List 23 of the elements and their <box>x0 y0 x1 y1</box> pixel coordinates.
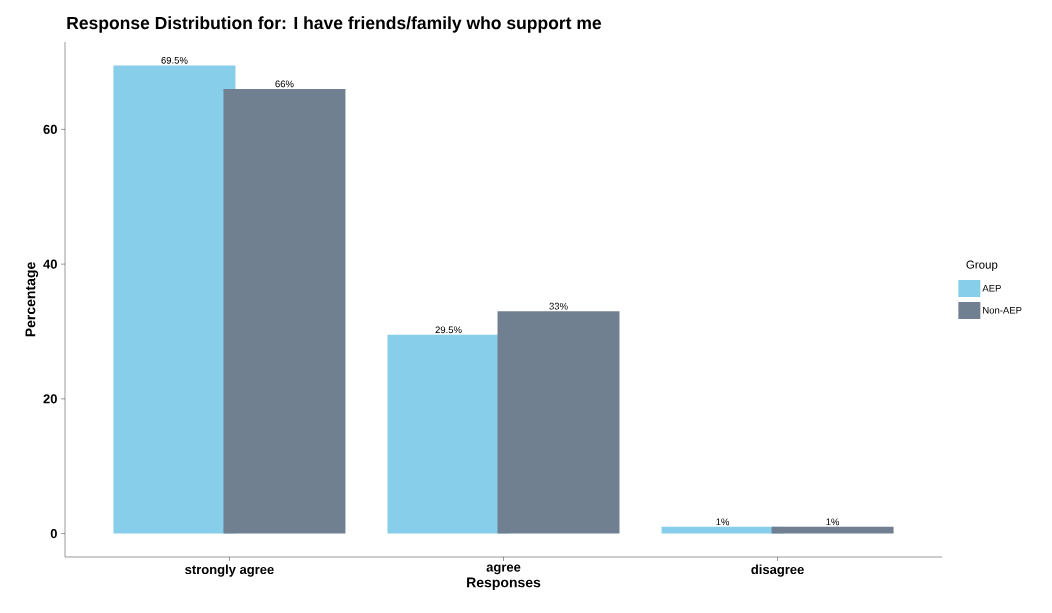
legend-label: AEP <box>982 284 1001 292</box>
x-tick-label: agree <box>486 564 521 575</box>
x-tick-label: disagree <box>751 564 804 577</box>
x-axis-title: Responses <box>467 577 541 591</box>
data-label: 1% <box>716 518 730 526</box>
data-label: 66% <box>275 80 294 88</box>
data-label: 29.5% <box>435 326 462 334</box>
bar <box>771 526 894 534</box>
bar <box>223 88 346 534</box>
y-tick-label: 60 <box>43 124 57 134</box>
y-tick-label: 40 <box>43 259 57 269</box>
data-label: 69.5% <box>161 56 188 64</box>
y-axis-title: Percentage <box>25 262 39 337</box>
data-label: 33% <box>549 302 568 310</box>
x-tick-label: strongly agree <box>185 564 274 577</box>
y-tick-label: 20 <box>43 394 57 404</box>
legend-title: Group <box>966 260 998 271</box>
bar <box>113 65 236 534</box>
legend-label: Non-AEP <box>983 306 1022 314</box>
bar <box>497 311 620 534</box>
chart-title: Response Distribution for: I have friends/family who support me <box>67 16 602 33</box>
data-label: 1% <box>826 518 840 526</box>
y-tick-label: 0 <box>50 528 57 539</box>
